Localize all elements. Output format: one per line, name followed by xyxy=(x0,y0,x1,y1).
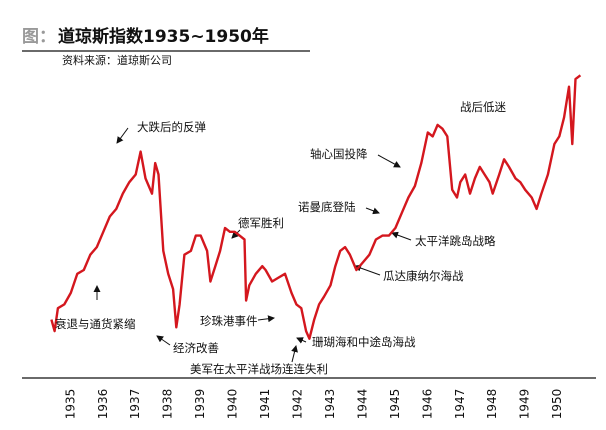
x-tick-label: 1937 xyxy=(128,389,142,420)
x-tick-label: 1938 xyxy=(161,389,175,420)
annotation: 经济改善 xyxy=(173,341,219,355)
chart-title: 道琼斯指数1935~1950年 xyxy=(58,26,269,47)
annotation: 珍珠港事件 xyxy=(200,314,258,328)
x-tick-label: 1947 xyxy=(453,389,467,420)
x-tick-label: 1935 xyxy=(63,389,77,420)
annotation: 衰退与通货紧缩 xyxy=(55,317,136,331)
annotation: 太平洋跳岛战略 xyxy=(415,234,496,248)
x-tick-label: 1942 xyxy=(291,389,305,420)
x-tick-label: 1950 xyxy=(550,389,564,420)
annotation: 战后低迷 xyxy=(460,100,506,114)
annotation: 瓜达康纳尔海战 xyxy=(383,269,464,283)
x-tick-label: 1949 xyxy=(518,389,532,420)
annotation: 德军胜利 xyxy=(238,216,284,230)
annotation: 诺曼底登陆 xyxy=(298,200,356,214)
x-tick-label: 1943 xyxy=(323,389,337,420)
annotation: 珊瑚海和中途岛海战 xyxy=(312,335,416,349)
x-tick-label: 1941 xyxy=(258,389,272,420)
annotation: 美军在太平洋战场连连失利 xyxy=(190,362,328,376)
x-tick-label: 1946 xyxy=(420,389,434,420)
x-tick-label: 1939 xyxy=(193,389,207,420)
line xyxy=(50,74,582,340)
x-tick-label: 1944 xyxy=(355,389,369,420)
x-tick-label: 1945 xyxy=(388,389,402,420)
annotation: 大跌后的反弹 xyxy=(137,120,206,134)
x-tick-label: 1936 xyxy=(96,389,110,420)
x-tick-label: 1940 xyxy=(226,389,240,420)
annotation: 轴心国投降 xyxy=(310,147,368,161)
x-tick-label: 1948 xyxy=(485,389,499,420)
subtitle: 资料来源：道琼斯公司 xyxy=(62,53,172,67)
title-prefix: 图： xyxy=(22,27,56,47)
